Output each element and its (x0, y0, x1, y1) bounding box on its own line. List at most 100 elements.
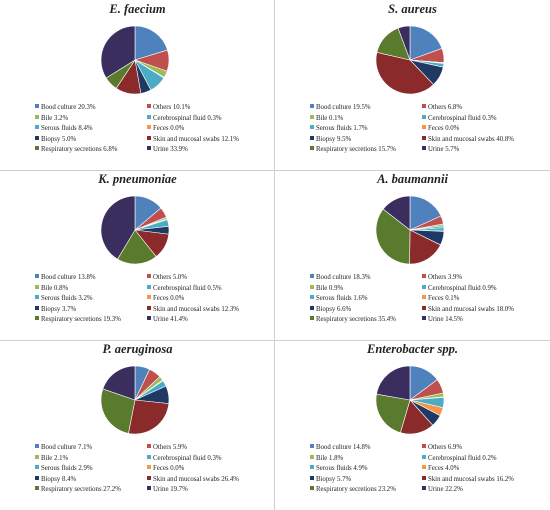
legend-label: Serous fluids (41, 465, 77, 472)
legend-value: 41.4% (170, 316, 188, 323)
legend-label: Serous fluids (41, 125, 77, 132)
legend-item: Cerebrospinal fluid 0.5% (147, 284, 259, 293)
legend: Bood culture 20.3% Others 10.1% Bile 3.2% C… (35, 103, 265, 169)
legend-label: Urine (153, 316, 169, 323)
pie-slice (376, 365, 411, 401)
legend-label: Cerebrospinal fluid (428, 284, 481, 292)
legend-swatch (310, 444, 314, 448)
legend-label: Feces (428, 125, 444, 132)
legend: Bood culture 18.3% Others 3.9% Bile 0.9% Ce… (310, 273, 540, 339)
legend-value: 0.9% (329, 284, 344, 292)
legend-label: Biopsy (316, 475, 336, 483)
legend-item: Bood culture 18.3% (310, 273, 422, 282)
legend-label: Cerebrospinal fluid (428, 454, 481, 462)
legend-value: 0.3% (207, 114, 222, 122)
legend-value: 35.4% (378, 316, 396, 323)
pie-slice (375, 208, 411, 265)
legend-swatch (35, 146, 39, 150)
legend-swatch (35, 125, 39, 129)
legend-value: 3.2% (78, 295, 93, 302)
legend-value: 14.5% (445, 316, 463, 323)
legend-label: Urine (428, 316, 444, 323)
legend-swatch (310, 316, 314, 320)
legend-value: 5.0% (61, 135, 77, 143)
legend-value: 4.0% (445, 465, 460, 472)
legend-item: Feces 0.1% (422, 294, 534, 303)
legend-swatch (310, 135, 314, 140)
legend-swatch (310, 274, 314, 278)
pie-slice (117, 229, 157, 265)
legend-value: 0.1% (445, 295, 460, 302)
legend-item: Skin and mucosal swabs 26.4% (147, 475, 259, 484)
legend-swatch (422, 114, 426, 119)
legend-label: Respiratory secretions (316, 316, 377, 323)
legend-swatch (422, 146, 426, 150)
legend-value: 0.9% (482, 284, 497, 292)
horizontal-divider (0, 340, 550, 341)
legend-value: 6.6% (336, 305, 352, 313)
legend-value: 6.9% (447, 444, 462, 451)
legend-item: Others 5.0% (147, 273, 259, 282)
legend-swatch (35, 316, 39, 320)
legend-item: Skin and mucosal swabs 40.8% (422, 135, 534, 144)
legend-value: 12.1% (221, 135, 239, 143)
chart-panel: P. aeruginosa Bood culture 7.1% Others 5.9… (0, 340, 275, 510)
legend-item: Respiratory secretions 23.2% (310, 485, 422, 494)
legend-label: Biopsy (41, 475, 61, 483)
legend-label: Skin and mucosal swabs (428, 135, 495, 143)
legend-item: Bile 1.8% (310, 454, 422, 463)
legend-item: Bile 0.1% (310, 114, 422, 123)
legend-item: Skin and mucosal swabs 12.1% (147, 135, 259, 144)
legend-value: 26.4% (221, 475, 239, 483)
legend-label: Serous fluids (316, 465, 352, 472)
legend-label: Bood culture (41, 274, 77, 281)
legend-value: 3.9% (447, 274, 462, 281)
legend-label: Cerebrospinal fluid (153, 454, 206, 462)
legend-value: 10.1% (172, 104, 191, 111)
legend: Bood culture 7.1% Others 5.9% Bile 2.1% Cer… (35, 443, 265, 509)
legend-value: 0.0% (170, 125, 185, 132)
legend-label: Urine (428, 486, 444, 493)
legend-value: 1.8% (329, 454, 344, 462)
legend-value: 6.8% (103, 146, 118, 153)
legend-label: Urine (153, 486, 169, 493)
legend-item: Feces 0.0% (147, 124, 259, 133)
legend-value: 0.2% (482, 454, 497, 462)
legend: Bood culture 13.8% Others 5.0% Bile 0.8% Ce… (35, 273, 265, 339)
legend-label: Bile (316, 454, 328, 462)
chart-title: Enterobacter spp. (367, 342, 458, 356)
legend-value: 14.8% (353, 444, 371, 451)
chart-title: A. baumannii (377, 172, 448, 186)
pie-slice (134, 25, 168, 61)
legend-swatch (147, 454, 151, 459)
legend-value: 3.2% (54, 114, 69, 122)
legend-swatch (147, 104, 151, 108)
legend-value: 16.2% (496, 475, 514, 483)
legend-swatch (422, 295, 426, 299)
chart-title: E. faecium (109, 2, 166, 16)
legend-swatch (147, 274, 151, 278)
legend-value: 8.4% (78, 125, 93, 132)
legend-value: 5.0% (172, 274, 187, 281)
legend-label: Biopsy (41, 135, 61, 143)
chart-panel: A. baumannii Bood culture 18.3% Others 3.9… (275, 170, 550, 340)
legend-value: 0.0% (445, 125, 460, 132)
legend-swatch (147, 284, 151, 289)
legend-value: 7.1% (78, 444, 93, 451)
pie-slice (375, 51, 434, 95)
legend-swatch (35, 305, 39, 310)
legend-item: Cerebrospinal fluid 0.3% (147, 114, 259, 123)
legend-item: Urine 33.9% (147, 145, 259, 154)
legend-label: Biopsy (316, 305, 336, 313)
legend-swatch (310, 284, 314, 289)
legend-label: Bood culture (41, 444, 77, 451)
legend-item: Bood culture 13.8% (35, 273, 147, 282)
legend-swatch (422, 284, 426, 289)
chart-panel: S. aureus Bood culture 19.5% Others 6.8% Bi… (275, 0, 550, 170)
legend-swatch (147, 135, 151, 140)
legend-label: Urine (428, 146, 444, 153)
pie-chart (375, 25, 445, 95)
legend-swatch (422, 125, 426, 129)
legend-label: Bood culture (41, 104, 77, 111)
legend-label: Respiratory secretions (316, 486, 377, 493)
